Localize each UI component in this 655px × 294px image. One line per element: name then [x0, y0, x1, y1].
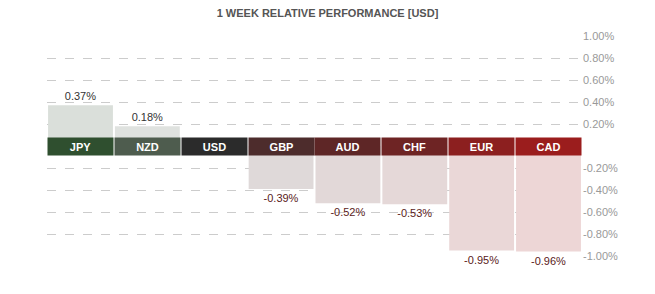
- svg-text:0.18%: 0.18%: [132, 111, 163, 123]
- svg-text:GBP: GBP: [270, 141, 294, 153]
- svg-text:0.60%: 0.60%: [583, 74, 614, 86]
- svg-text:0.40%: 0.40%: [583, 96, 614, 108]
- svg-text:AUD: AUD: [336, 141, 360, 153]
- svg-text:0.20%: 0.20%: [583, 118, 614, 130]
- svg-text:0.80%: 0.80%: [583, 52, 614, 64]
- svg-text:-1.00%: -1.00%: [583, 250, 618, 262]
- svg-text:-0.96%: -0.96%: [531, 255, 566, 267]
- svg-text:JPY: JPY: [70, 141, 91, 153]
- svg-text:-0.39%: -0.39%: [264, 192, 299, 204]
- svg-text:CHF: CHF: [403, 141, 426, 153]
- svg-text:CAD: CAD: [537, 141, 561, 153]
- svg-text:USD: USD: [203, 141, 226, 153]
- svg-text:-0.95%: -0.95%: [464, 254, 499, 266]
- svg-text:0.37%: 0.37%: [65, 90, 96, 102]
- svg-text:NZD: NZD: [136, 141, 159, 153]
- svg-text:EUR: EUR: [470, 141, 493, 153]
- svg-text:-0.20%: -0.20%: [583, 162, 618, 174]
- svg-text:-0.53%: -0.53%: [397, 207, 432, 219]
- svg-text:1.00%: 1.00%: [583, 30, 614, 42]
- svg-text:-0.52%: -0.52%: [330, 206, 365, 218]
- svg-text:-0.80%: -0.80%: [583, 228, 618, 240]
- svg-text:-0.40%: -0.40%: [583, 184, 618, 196]
- svg-text:-0.60%: -0.60%: [583, 206, 618, 218]
- svg-text:1 WEEK RELATIVE PERFORMANCE [U: 1 WEEK RELATIVE PERFORMANCE [USD]: [217, 7, 439, 19]
